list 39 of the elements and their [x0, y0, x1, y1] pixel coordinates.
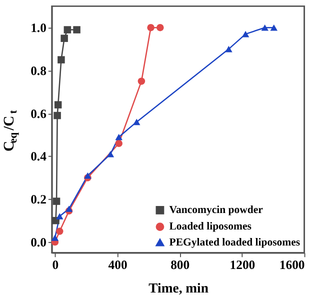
- x-tick-label: 400: [108, 258, 128, 272]
- point: [60, 34, 68, 42]
- point: [261, 24, 268, 31]
- point: [56, 213, 64, 220]
- y-tick-label: 0.2: [30, 192, 46, 207]
- point: [115, 140, 122, 148]
- point: [84, 172, 92, 179]
- y-axis-title: Ceq/Ct: [2, 110, 20, 152]
- point: [52, 198, 60, 205]
- y-tick-label: 0.4: [30, 150, 48, 164]
- point: [225, 46, 232, 52]
- y-tick-label: 0.6: [30, 106, 46, 121]
- point: [115, 134, 122, 140]
- y-tick-label: 0.8: [30, 64, 46, 78]
- point: [56, 228, 64, 235]
- point: [147, 24, 154, 32]
- point: [138, 78, 146, 85]
- x-tick-label: 800: [170, 258, 190, 272]
- x-tick-label: 0: [52, 258, 59, 272]
- point: [64, 26, 72, 34]
- point: [51, 234, 59, 241]
- y-tick-label: 0.0: [30, 235, 46, 250]
- legend-label: Loaded liposomes: [169, 220, 252, 233]
- point: [156, 24, 164, 32]
- point: [54, 112, 61, 120]
- x-tick-label: 1200: [230, 258, 256, 272]
- point: [65, 206, 73, 212]
- legend-label: Vancomycin powder: [169, 204, 264, 216]
- point: [54, 101, 62, 108]
- point: [132, 118, 140, 126]
- legend-label: PEGylated loaded liposomes: [169, 236, 300, 248]
- point: [242, 30, 250, 38]
- point: [270, 24, 278, 31]
- y-tick-label: 1.0: [30, 21, 46, 36]
- point: [58, 56, 65, 64]
- point: [106, 150, 114, 158]
- x-tick-label: 1600: [279, 258, 305, 272]
- point: [73, 26, 80, 34]
- x-axis-title: Time, min: [148, 280, 209, 296]
